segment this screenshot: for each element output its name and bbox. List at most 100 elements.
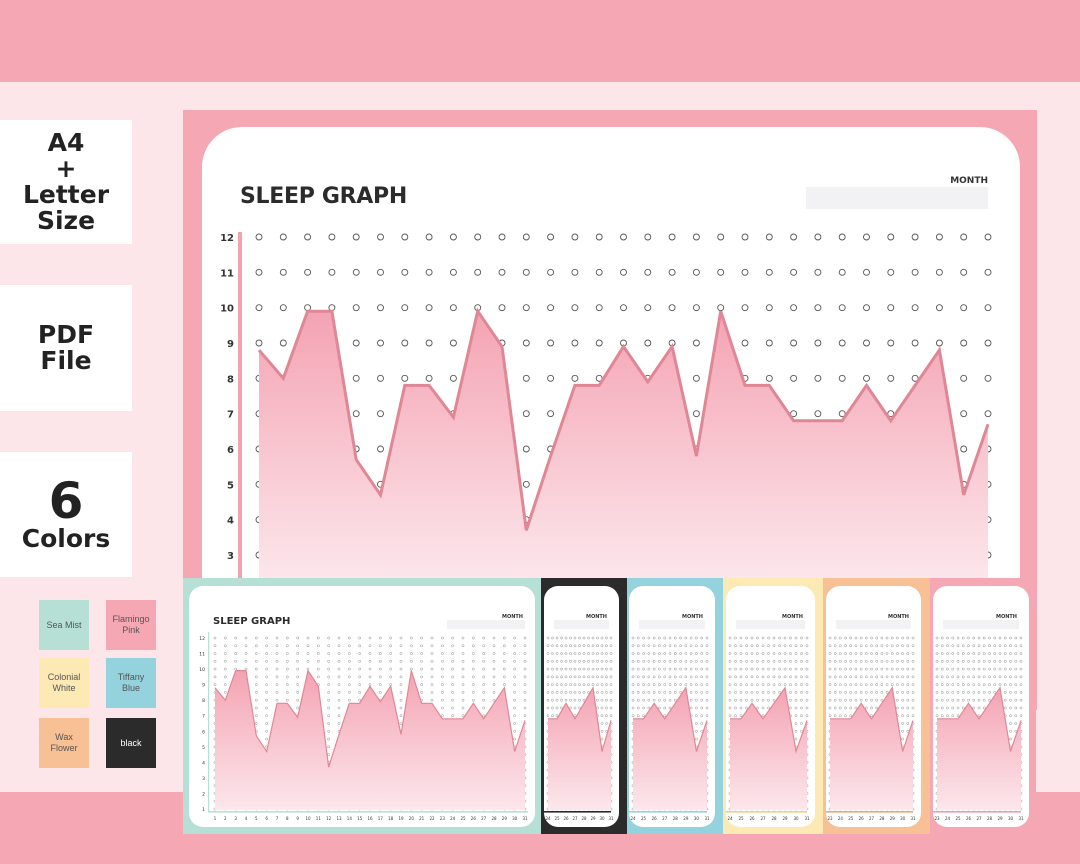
thumbnail-grid-dot [327, 706, 330, 710]
grid-dot [498, 233, 506, 241]
thumbnail-grid-dot [977, 644, 981, 648]
thumbnail-grid-dot [587, 691, 590, 694]
grid-dot [595, 268, 603, 276]
thumbnail-grid-dot [906, 660, 910, 663]
thumbnail-grid-dot [870, 636, 873, 640]
thumbnail-grid-dot [482, 644, 485, 648]
thumbnail-title: SLEEP GRAPH [213, 616, 291, 627]
thumbnail-day-label: 26 [749, 816, 755, 821]
thumbnail-grid-dot [1014, 660, 1018, 663]
thumbnail-grid-dot [564, 675, 568, 679]
thumbnail-grid-dot [461, 652, 465, 655]
thumbnail-grid-dot [967, 636, 970, 640]
thumbnail-grid-dot [410, 660, 413, 663]
thumbnail-grid-dot [441, 660, 444, 663]
thumbnail-grid-dot [564, 660, 568, 663]
thumbnail-grid-dot [961, 667, 965, 671]
thumbnail-grid-dot [783, 667, 787, 671]
thumbnail-grid-dot [767, 644, 770, 648]
thumbnail-grid-dot [778, 675, 781, 679]
thumbnail-grid-dot [224, 667, 227, 671]
thumbnail-grid-dot [430, 667, 434, 671]
grid-dot [790, 339, 798, 347]
thumbnail-grid-dot [389, 660, 392, 663]
thumbnail-grid-dot [998, 675, 1002, 679]
thumbnail-grid-dot [472, 691, 475, 694]
thumbnail-grid-dot [870, 652, 873, 655]
thumbnail-grid-dot [956, 652, 960, 655]
thumbnail-grid-dot [805, 691, 809, 694]
grid-dot [352, 233, 360, 241]
thumbnail-grid-dot [265, 698, 268, 702]
thumbnail-grid-dot [555, 636, 559, 640]
thumbnail-grid-dot [778, 652, 781, 655]
grid-dot [717, 268, 725, 276]
thumbnail-grid-dot [896, 667, 899, 671]
thumbnail-grid-dot [244, 660, 248, 663]
thumbnail-grid-dot [596, 675, 599, 679]
grid-dot [692, 410, 700, 418]
thumbnail-grid-dot [213, 683, 217, 686]
thumbnail-grid-dot [805, 706, 809, 710]
thumbnail-grid-dot [605, 691, 608, 694]
thumbnail-area [937, 687, 1021, 810]
thumbnail-day-label: 2 [224, 816, 227, 821]
thumbnail-grid-dot [244, 644, 248, 648]
thumbnail-grid-dot [859, 644, 863, 648]
thumbnail-grid-dot [551, 675, 554, 679]
sleep-graph-chart: 12 11 10 9 8 7 6 5 4 3 [220, 232, 992, 582]
grid-dot [449, 339, 457, 347]
thumbnail-grid-dot [684, 636, 688, 640]
thumbnail-day-label: 21 [419, 816, 425, 821]
thumbnail-grid-dot [800, 683, 803, 686]
thumbnail-grid-dot [880, 652, 884, 655]
thumbnail-grid-dot [673, 691, 677, 694]
thumbnail-grid-dot [745, 644, 748, 648]
thumbnail-grid-dot [805, 683, 809, 686]
thumbnail-grid-dot [756, 644, 759, 648]
thumbnail-grid-dot [695, 667, 698, 671]
thumbnail-grid-dot [358, 652, 361, 655]
thumbnail-grid-dot [839, 675, 842, 679]
thumbnail-grid-dot [503, 683, 506, 686]
thumbnail-grid-dot [849, 644, 853, 648]
thumbnail-grid-dot [582, 675, 586, 679]
thumbnail-grid-dot [844, 667, 847, 671]
thumbnail-y-tick: 3 [202, 776, 205, 782]
thumbnail-grid-dot [546, 714, 550, 718]
thumbnail-grid-dot [906, 644, 910, 648]
thumbnail-grid-dot [800, 644, 803, 648]
thumbnail-grid-dot [642, 675, 645, 679]
thumbnail-grid-dot [745, 691, 748, 694]
thumbnail-grid-dot [327, 644, 330, 648]
thumbnail-day-label: 29 [890, 816, 896, 821]
thumbnail-grid-dot [642, 714, 645, 718]
thumbnail-grid-dot [492, 683, 496, 686]
thumbnail-day-label: 29 [590, 816, 596, 821]
thumbnail-line [633, 686, 708, 752]
thumbnail-grid-dot [296, 660, 299, 663]
thumbnail-grid-dot [523, 714, 527, 718]
thumbnail-grid-dot [875, 683, 878, 686]
thumbnail-grid-dot [828, 652, 832, 655]
thumbnail-grid-dot [972, 706, 976, 710]
thumbnail-grid-dot [609, 706, 613, 710]
thumbnail-grid-dot [783, 660, 787, 663]
grid-dot [255, 304, 263, 312]
thumbnail-day-label: 14 [347, 816, 353, 821]
thumbnail-grid-dot [734, 667, 737, 671]
thumbnail-grid-dot [750, 652, 754, 655]
grid-dot [668, 304, 676, 312]
thumbnail-grid-dot [828, 636, 832, 640]
thumbnail-wax-flower: MONTH 23 24 25 26 27 28 29 30 31 [823, 578, 930, 834]
thumbnail-grid-dot [399, 644, 403, 648]
thumbnail-grid-dot [935, 691, 939, 694]
thumbnail-grid-dot [865, 660, 868, 663]
thumbnail-grid-dot [523, 644, 527, 648]
thumbnail-grid-dot [513, 691, 516, 694]
grid-dot [255, 339, 263, 347]
thumbnail-grid-dot [772, 660, 776, 663]
thumbnail-grid-dot [935, 660, 939, 663]
thumbnail-grid-dot [663, 675, 667, 679]
